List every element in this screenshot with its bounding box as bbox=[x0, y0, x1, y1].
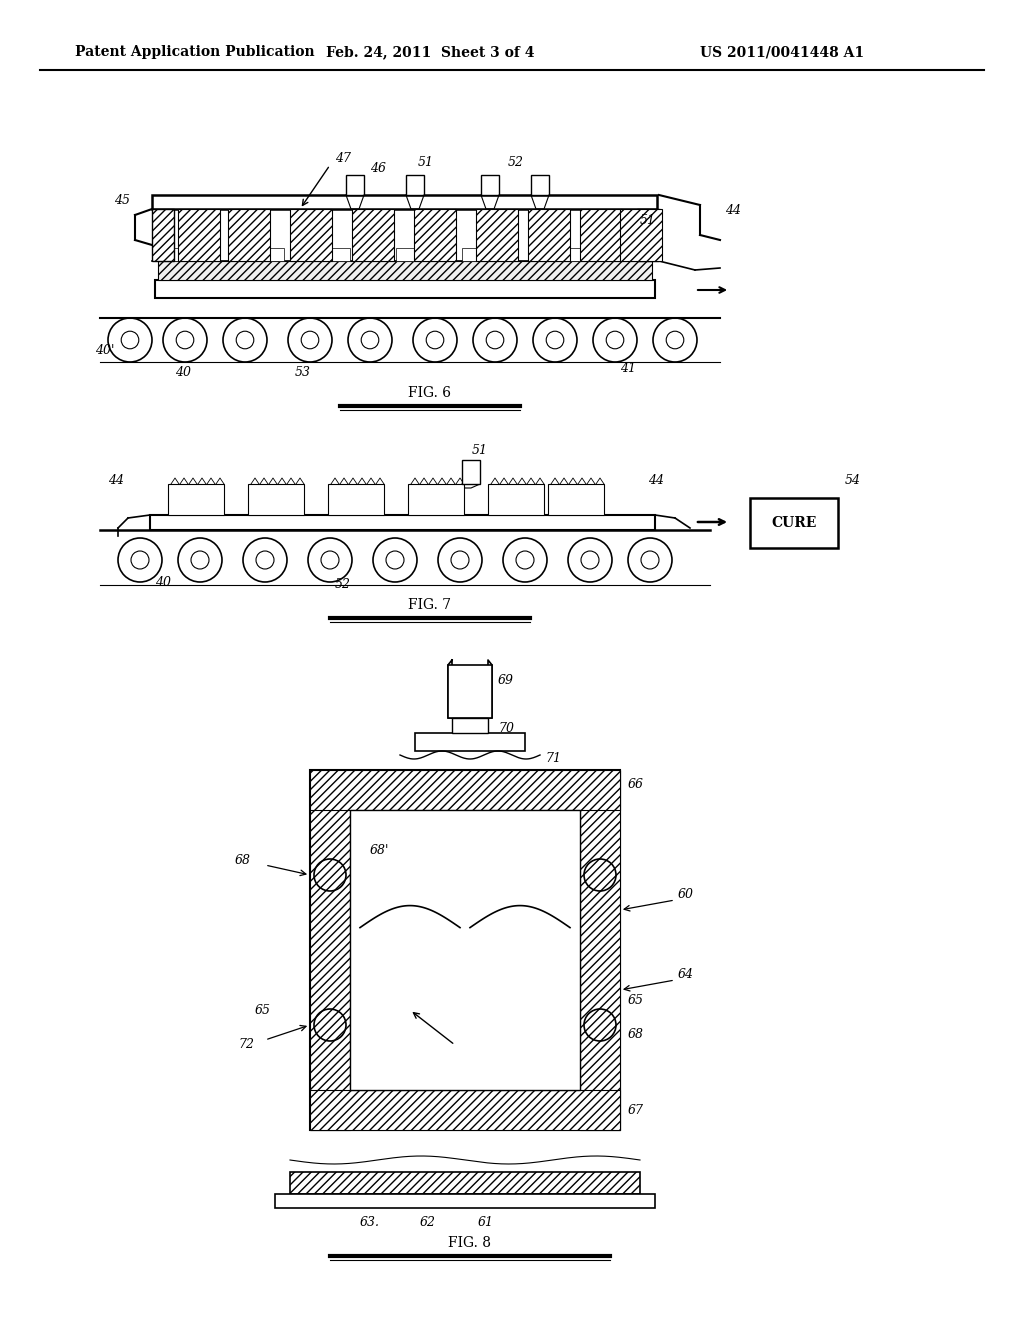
Text: 67: 67 bbox=[628, 1104, 644, 1117]
Bar bbox=[396, 248, 416, 261]
Bar bbox=[178, 209, 220, 261]
Bar bbox=[429, 248, 449, 261]
Text: 68: 68 bbox=[234, 854, 251, 866]
Bar bbox=[264, 248, 284, 261]
Text: 44: 44 bbox=[648, 474, 664, 487]
Bar bbox=[528, 209, 570, 261]
Bar bbox=[561, 248, 581, 261]
Bar bbox=[346, 176, 364, 195]
Text: 46: 46 bbox=[370, 161, 386, 174]
Text: 68: 68 bbox=[628, 1028, 644, 1041]
Bar bbox=[231, 248, 251, 261]
Bar bbox=[415, 733, 525, 751]
Bar bbox=[152, 195, 657, 209]
Text: 54: 54 bbox=[845, 474, 861, 487]
Bar bbox=[248, 484, 304, 515]
Text: 44: 44 bbox=[725, 203, 741, 216]
Text: Patent Application Publication: Patent Application Publication bbox=[75, 45, 314, 59]
Bar bbox=[495, 248, 515, 261]
Text: 62: 62 bbox=[420, 1216, 436, 1229]
Text: 52: 52 bbox=[508, 156, 524, 169]
Text: 60: 60 bbox=[678, 888, 694, 902]
Text: 70: 70 bbox=[498, 722, 514, 734]
Text: Feb. 24, 2011  Sheet 3 of 4: Feb. 24, 2011 Sheet 3 of 4 bbox=[326, 45, 535, 59]
Bar bbox=[627, 248, 647, 261]
Text: 71: 71 bbox=[545, 751, 561, 764]
Bar bbox=[580, 209, 622, 261]
Bar bbox=[158, 261, 652, 280]
Bar bbox=[750, 498, 838, 548]
Text: 53: 53 bbox=[295, 366, 311, 379]
Bar bbox=[297, 248, 317, 261]
Text: 51: 51 bbox=[640, 214, 656, 227]
Bar bbox=[228, 209, 270, 261]
Bar bbox=[406, 176, 424, 195]
Text: 69: 69 bbox=[498, 673, 514, 686]
Bar bbox=[488, 484, 544, 515]
Text: 72: 72 bbox=[238, 1039, 254, 1052]
Text: 65: 65 bbox=[255, 1003, 271, 1016]
Bar bbox=[310, 1090, 620, 1130]
Text: 66: 66 bbox=[628, 779, 644, 792]
Text: US 2011/0041448 A1: US 2011/0041448 A1 bbox=[700, 45, 864, 59]
Bar bbox=[481, 176, 499, 195]
Bar bbox=[165, 248, 185, 261]
Bar bbox=[362, 248, 383, 261]
Text: 41: 41 bbox=[620, 362, 636, 375]
Bar bbox=[350, 810, 580, 1090]
Bar bbox=[528, 248, 548, 261]
Bar bbox=[462, 248, 482, 261]
Text: FIG. 6: FIG. 6 bbox=[409, 385, 452, 400]
Bar bbox=[168, 484, 224, 515]
Bar bbox=[449, 665, 492, 718]
Bar bbox=[462, 459, 480, 484]
Text: 40': 40' bbox=[95, 343, 115, 356]
Text: CURE: CURE bbox=[771, 516, 817, 531]
Bar bbox=[594, 248, 614, 261]
Bar bbox=[548, 484, 604, 515]
Text: 52: 52 bbox=[335, 578, 351, 591]
Bar bbox=[476, 209, 518, 261]
Bar bbox=[310, 770, 350, 1130]
Text: 65: 65 bbox=[628, 994, 644, 1006]
Bar bbox=[310, 770, 620, 1130]
Text: 61: 61 bbox=[478, 1216, 494, 1229]
Bar bbox=[198, 248, 218, 261]
Text: FIG. 8: FIG. 8 bbox=[449, 1236, 492, 1250]
Bar bbox=[620, 209, 662, 261]
Text: 51: 51 bbox=[472, 444, 488, 457]
Bar bbox=[414, 209, 456, 261]
Bar bbox=[580, 770, 620, 1130]
Text: 40: 40 bbox=[155, 576, 171, 589]
Text: 44: 44 bbox=[108, 474, 124, 487]
Bar bbox=[290, 1172, 640, 1195]
Text: 68': 68' bbox=[370, 843, 389, 857]
Text: 47: 47 bbox=[335, 152, 351, 165]
Bar bbox=[310, 770, 620, 810]
Text: 45: 45 bbox=[114, 194, 130, 206]
Bar bbox=[328, 484, 384, 515]
Bar bbox=[408, 484, 464, 515]
Bar bbox=[290, 209, 332, 261]
Text: 40: 40 bbox=[175, 366, 191, 379]
Bar bbox=[452, 718, 488, 733]
Bar bbox=[352, 209, 394, 261]
Text: FIG. 7: FIG. 7 bbox=[409, 598, 452, 612]
Bar bbox=[155, 280, 655, 298]
Bar bbox=[637, 209, 659, 261]
Bar bbox=[531, 176, 549, 195]
Bar bbox=[152, 209, 174, 261]
Text: 64: 64 bbox=[678, 969, 694, 982]
Text: 63.: 63. bbox=[360, 1216, 380, 1229]
Text: 51: 51 bbox=[418, 156, 434, 169]
Bar bbox=[275, 1195, 655, 1208]
Bar bbox=[330, 248, 350, 261]
Bar bbox=[150, 515, 655, 531]
